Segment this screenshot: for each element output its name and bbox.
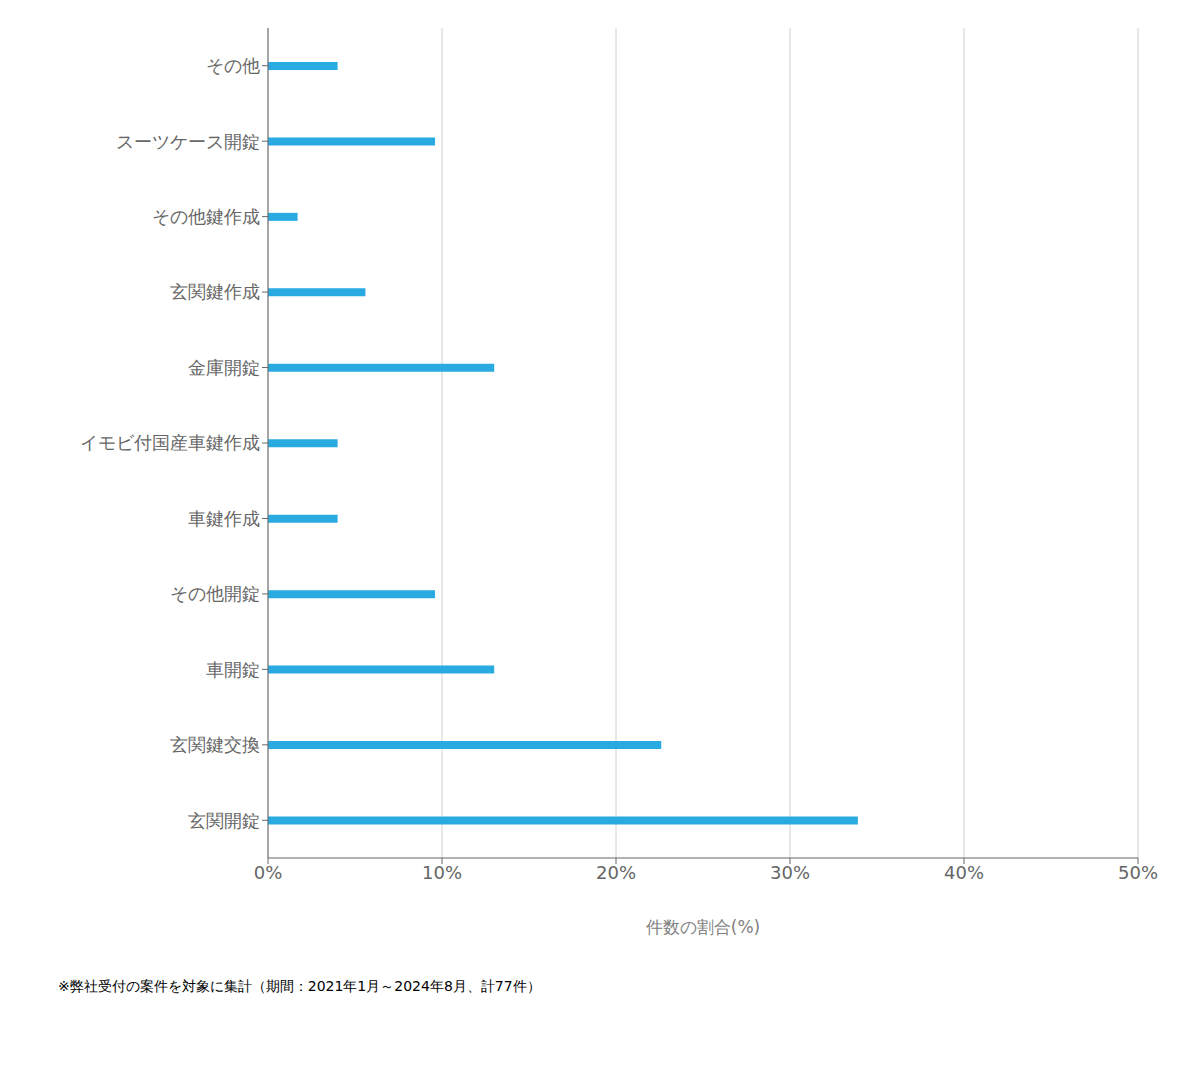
svg-text:イモビ付国産車鍵作成: イモビ付国産車鍵作成 bbox=[80, 432, 260, 453]
svg-text:金庫開錠: 金庫開錠 bbox=[188, 357, 260, 378]
svg-text:その他鍵作成: その他鍵作成 bbox=[152, 206, 260, 227]
svg-text:0%: 0% bbox=[254, 862, 283, 883]
svg-text:その他: その他 bbox=[206, 55, 260, 76]
svg-text:その他開錠: その他開錠 bbox=[170, 583, 260, 604]
svg-text:10%: 10% bbox=[422, 862, 462, 883]
svg-text:スーツケース開錠: スーツケース開錠 bbox=[116, 131, 260, 152]
svg-text:20%: 20% bbox=[596, 862, 636, 883]
svg-text:玄関開錠: 玄関開錠 bbox=[188, 810, 260, 831]
svg-text:玄関鍵交換: 玄関鍵交換 bbox=[170, 734, 260, 755]
svg-text:40%: 40% bbox=[944, 862, 984, 883]
svg-text:50%: 50% bbox=[1118, 862, 1158, 883]
svg-text:車開錠: 車開錠 bbox=[206, 659, 260, 680]
svg-text:件数の割合(%): 件数の割合(%) bbox=[646, 917, 760, 937]
svg-text:車鍵作成: 車鍵作成 bbox=[188, 508, 260, 529]
html-text:※弊社受付の案件を対象に集計（期間：2021年1月～2024: ※弊社受付の案件を対象に集計（期間：2021年1月～2024年8月、計77件） bbox=[58, 978, 541, 994]
svg-text:30%: 30% bbox=[770, 862, 810, 883]
svg-text:玄関鍵作成: 玄関鍵作成 bbox=[170, 281, 260, 302]
